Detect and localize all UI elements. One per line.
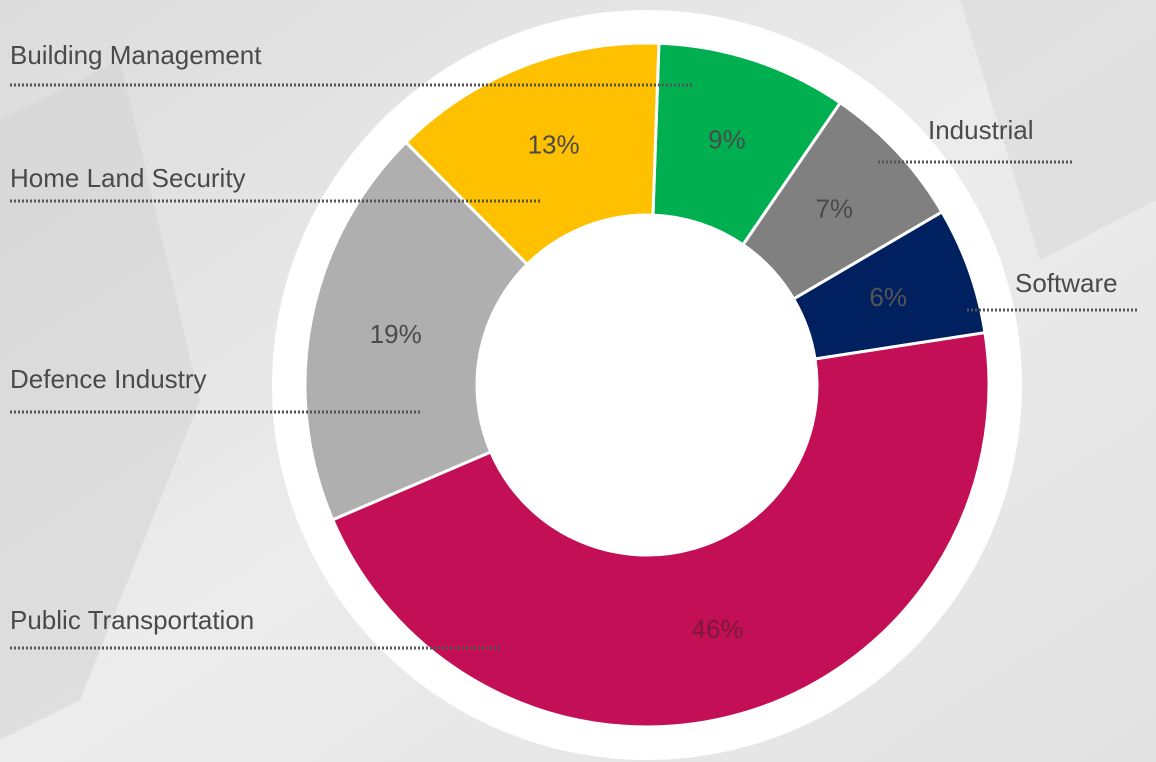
- value-label: 7%: [815, 193, 853, 223]
- category-label: Defence Industry: [10, 364, 207, 394]
- donut-hole: [477, 215, 817, 555]
- value-label: 6%: [869, 282, 907, 312]
- background-shape: [0, 60, 200, 740]
- category-label: Software: [1015, 268, 1118, 298]
- category-label: Public Transportation: [10, 605, 254, 635]
- value-label: 13%: [528, 130, 580, 160]
- value-label: 9%: [708, 125, 746, 155]
- category-label: Home Land Security: [10, 163, 246, 193]
- value-label: 46%: [692, 614, 744, 644]
- category-label: Building Management: [10, 40, 262, 70]
- category-label: Industrial: [928, 115, 1034, 145]
- background-shape: [960, 0, 1156, 260]
- value-label: 19%: [370, 319, 422, 349]
